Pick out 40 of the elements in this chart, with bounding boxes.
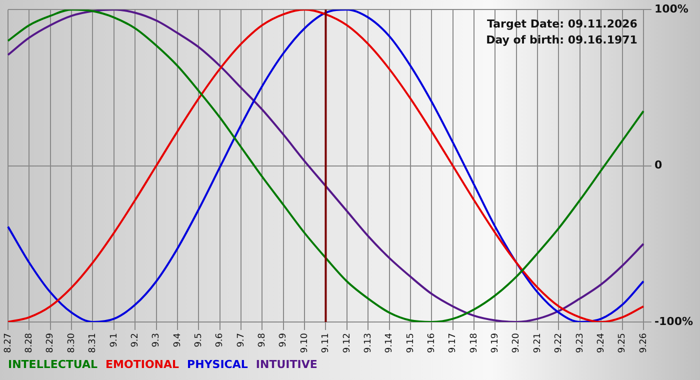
x-tick-label: 9.9 [278, 332, 289, 348]
x-tick-label: 8.30 [66, 332, 77, 354]
x-tick-label: 8.28 [24, 332, 35, 354]
text: PHYSICAL [187, 358, 248, 371]
text: EMOTIONAL [106, 358, 180, 371]
x-tick-label: 8.29 [46, 332, 56, 354]
x-tick-label: 9.17 [448, 332, 458, 354]
x-tick-label: 9.6 [215, 332, 226, 348]
x-tick-label: 9.1 [109, 332, 120, 348]
y-tick-label: -100% [654, 314, 694, 328]
x-tick-label: 9.15 [406, 332, 416, 354]
x-tick-label: 9.11 [321, 332, 332, 354]
x-tick-label: 9.14 [384, 332, 395, 354]
annotation: Target Date: 09.11.2026 [487, 18, 638, 31]
text: INTELLECTUAL [8, 358, 98, 371]
x-tick-label: 9.24 [596, 332, 606, 354]
x-tick-label: 9.18 [469, 332, 480, 354]
x-tick-label: 9.16 [426, 332, 437, 354]
x-tick-label: 9.21 [532, 332, 543, 354]
x-tick-label: 9.26 [638, 332, 649, 354]
x-tick-label: 9.13 [363, 332, 374, 354]
y-tick-label: 0 [654, 158, 662, 172]
x-tick-label: 8.31 [88, 332, 98, 354]
x-tick-label: 9.20 [512, 332, 522, 354]
x-tick-label: 9.10 [300, 332, 310, 354]
annotation: Day of birth: 09.16.1971 [486, 34, 638, 47]
x-tick-label: 9.7 [236, 332, 246, 348]
text: INTUITIVE [256, 358, 318, 371]
x-tick-label: 9.19 [490, 332, 501, 354]
y-tick-label: 100% [654, 2, 688, 16]
x-tick-label: 9.5 [194, 332, 204, 348]
x-tick-label: 9.4 [172, 332, 183, 348]
x-tick-label: 9.25 [618, 332, 628, 354]
x-tick-label: 8.27 [3, 332, 14, 354]
x-tick-label: 9.12 [342, 332, 352, 354]
x-tick-label: 9.8 [258, 332, 268, 348]
x-tick-label: 9.2 [130, 332, 140, 348]
x-tick-label: 9.23 [575, 332, 586, 354]
x-tick-label: 9.22 [554, 332, 564, 354]
x-tick-label: 9.3 [152, 332, 162, 348]
